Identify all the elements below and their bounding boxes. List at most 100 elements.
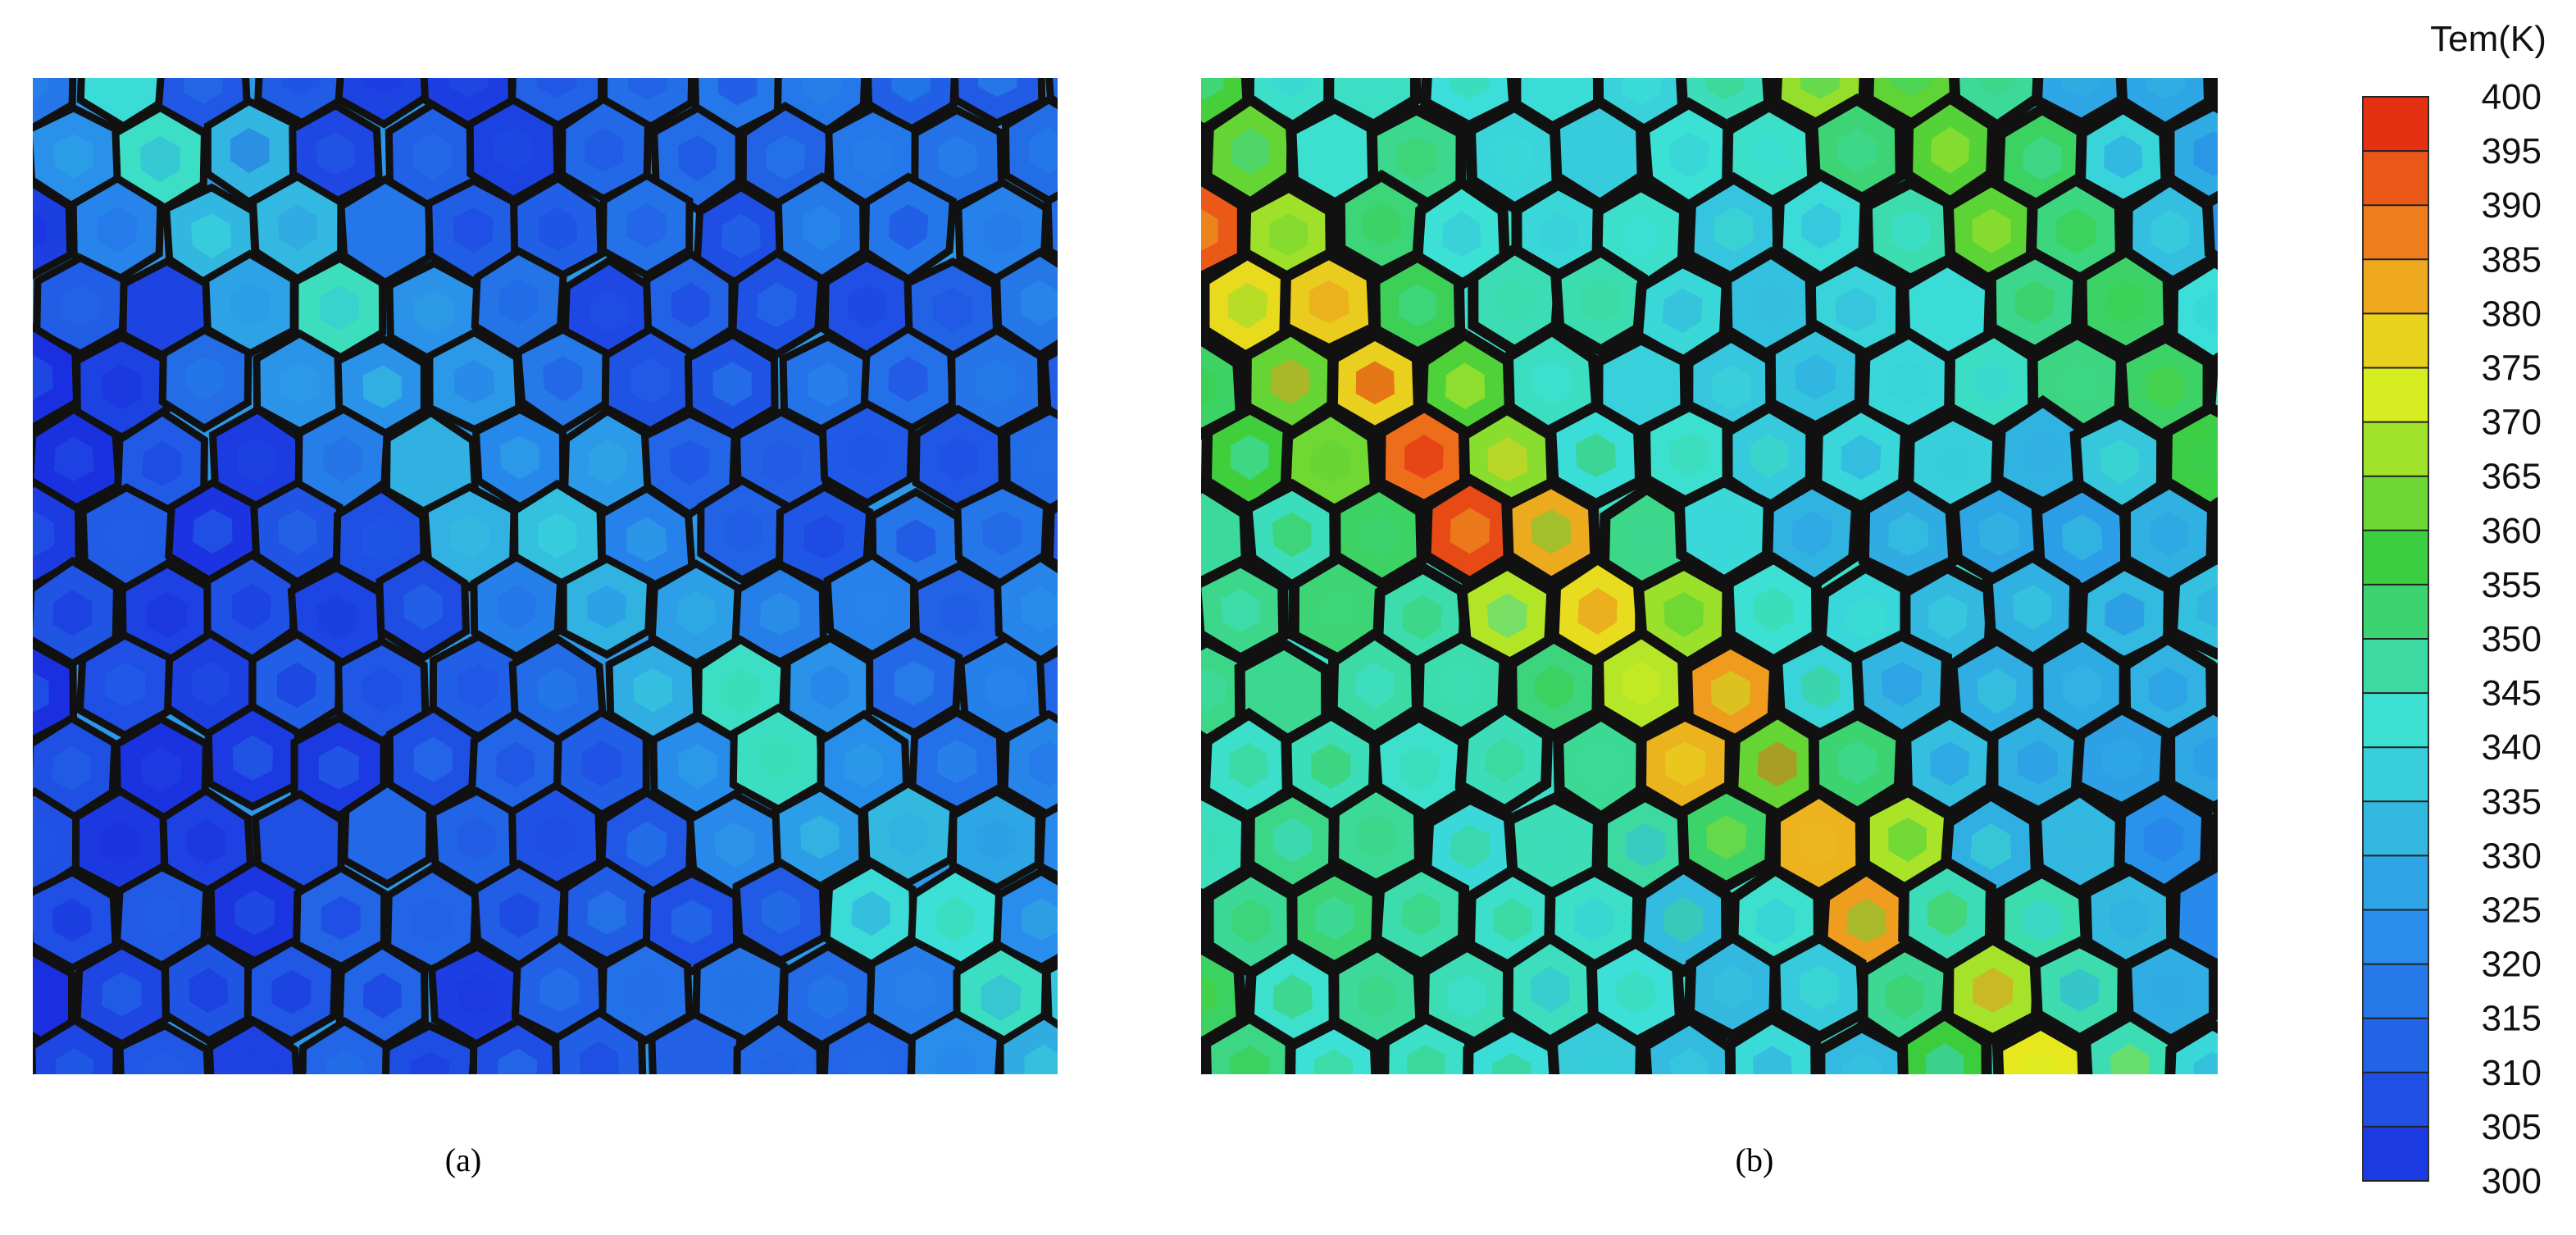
grain-core bbox=[1096, 55, 1136, 100]
grain-core bbox=[1088, 819, 1127, 864]
colorbar-band bbox=[2363, 1072, 2428, 1128]
grain-core bbox=[2234, 362, 2274, 408]
grain-cell bbox=[2208, 500, 2218, 566]
grain-cell bbox=[1085, 1013, 1172, 1114]
grain-core bbox=[976, 818, 1016, 862]
grain-cell bbox=[205, 1017, 301, 1074]
panel-b-image bbox=[1088, 0, 2349, 1118]
grain-core bbox=[1753, 1046, 1792, 1074]
grain-core bbox=[1615, 969, 1656, 1015]
grain-cell bbox=[2031, 78, 2130, 130]
colorbar-band bbox=[2363, 639, 2428, 694]
grain-core bbox=[1065, 665, 1105, 711]
grain-cell bbox=[1201, 942, 1247, 1050]
grain-core bbox=[1031, 0, 1070, 30]
grain-core bbox=[457, 663, 498, 709]
grain-core bbox=[1837, 741, 1877, 786]
grain-core bbox=[1756, 898, 1795, 945]
grain-core bbox=[802, 78, 842, 105]
colorbar-band bbox=[2363, 530, 2428, 586]
grain-core bbox=[193, 508, 233, 554]
grain-core bbox=[1400, 891, 1440, 937]
grain-core bbox=[889, 204, 929, 251]
colorbar-tick-label: 390 bbox=[2482, 185, 2542, 226]
grain-core bbox=[1925, 1042, 1964, 1074]
grain-core bbox=[230, 0, 270, 30]
colorbar-tick-label: 375 bbox=[2482, 349, 2542, 389]
grain-core bbox=[0, 747, 7, 791]
grain-core bbox=[888, 356, 928, 403]
grain-core bbox=[1220, 588, 1260, 632]
colorbar-band bbox=[2363, 693, 2428, 748]
grain-core bbox=[935, 1041, 976, 1074]
grain-core bbox=[1109, 437, 1148, 482]
grain-core bbox=[1710, 670, 1750, 717]
grain-core bbox=[938, 136, 977, 180]
grain-core bbox=[319, 285, 359, 330]
grain-core bbox=[762, 0, 799, 27]
grain-cell bbox=[1091, 102, 1179, 203]
grain-core bbox=[497, 585, 537, 630]
colorbar-band bbox=[2363, 801, 2428, 856]
grain-core bbox=[147, 592, 188, 638]
grain-cell bbox=[560, 0, 647, 50]
grain-core bbox=[2240, 669, 2279, 714]
grain-cell bbox=[1007, 0, 1095, 58]
grain-core bbox=[982, 511, 1022, 556]
grain-core bbox=[1835, 287, 1877, 332]
grain-core bbox=[1621, 213, 1661, 259]
grain-core bbox=[1315, 134, 1355, 178]
grain-core bbox=[1534, 824, 1574, 869]
grain-core bbox=[276, 662, 316, 709]
grain-core bbox=[2018, 739, 2058, 785]
colorbar-tick-label: 310 bbox=[2482, 1053, 2542, 1093]
grain-core bbox=[935, 895, 976, 942]
grain-core bbox=[1024, 1044, 1058, 1074]
grain-core bbox=[1888, 360, 1928, 405]
grain-core bbox=[896, 519, 936, 563]
grain-core bbox=[1800, 203, 1841, 249]
grain-core bbox=[1114, 0, 1154, 23]
grain-core bbox=[1355, 662, 1394, 709]
grain-cell bbox=[33, 455, 35, 493]
grain-core bbox=[1318, 586, 1359, 632]
colorbar-tick-label: 335 bbox=[2482, 782, 2542, 822]
grain-core bbox=[2279, 588, 2319, 633]
grain-core bbox=[1072, 204, 1113, 248]
colorbar-tick-label: 340 bbox=[2482, 727, 2542, 768]
colorbar-tick-label: 365 bbox=[2482, 457, 2542, 497]
grain-cell bbox=[1463, 1019, 1562, 1074]
colorbar-tick-label: 360 bbox=[2482, 511, 2542, 551]
grain-core bbox=[141, 893, 182, 938]
grain-core bbox=[1396, 136, 1437, 182]
grain-core bbox=[671, 900, 712, 945]
grain-core bbox=[2111, 0, 2151, 26]
grain-cell bbox=[2255, 1015, 2342, 1118]
grain-core bbox=[1404, 435, 1444, 479]
grain-core bbox=[2057, 361, 2097, 407]
grain-core bbox=[1704, 78, 1745, 100]
grain-core bbox=[580, 1041, 619, 1074]
grain-cell bbox=[0, 863, 29, 962]
grain-core bbox=[498, 892, 539, 938]
grain-core bbox=[1201, 514, 1222, 561]
grain-cell bbox=[33, 179, 75, 280]
grain-cell bbox=[1094, 253, 1181, 353]
grain-cell bbox=[2261, 102, 2347, 202]
grain-core bbox=[1927, 289, 1967, 335]
grain-core bbox=[1927, 890, 1967, 937]
grain-core bbox=[628, 78, 668, 101]
grain-core bbox=[853, 134, 894, 180]
grain-core bbox=[1978, 78, 2017, 98]
grain-core bbox=[630, 358, 671, 403]
colorbar-band bbox=[2363, 97, 2428, 152]
grain-core bbox=[626, 203, 667, 248]
grain-core bbox=[2021, 1050, 2060, 1074]
grain-cell bbox=[2166, 552, 2218, 660]
colorbar-title: Tem(K) bbox=[2430, 19, 2546, 59]
grain-cell bbox=[1110, 0, 1198, 51]
grain-core bbox=[1757, 741, 1797, 787]
colorbar-tick-label: 330 bbox=[2482, 836, 2542, 876]
grain-cell bbox=[2260, 258, 2349, 362]
grain-core bbox=[237, 437, 278, 484]
